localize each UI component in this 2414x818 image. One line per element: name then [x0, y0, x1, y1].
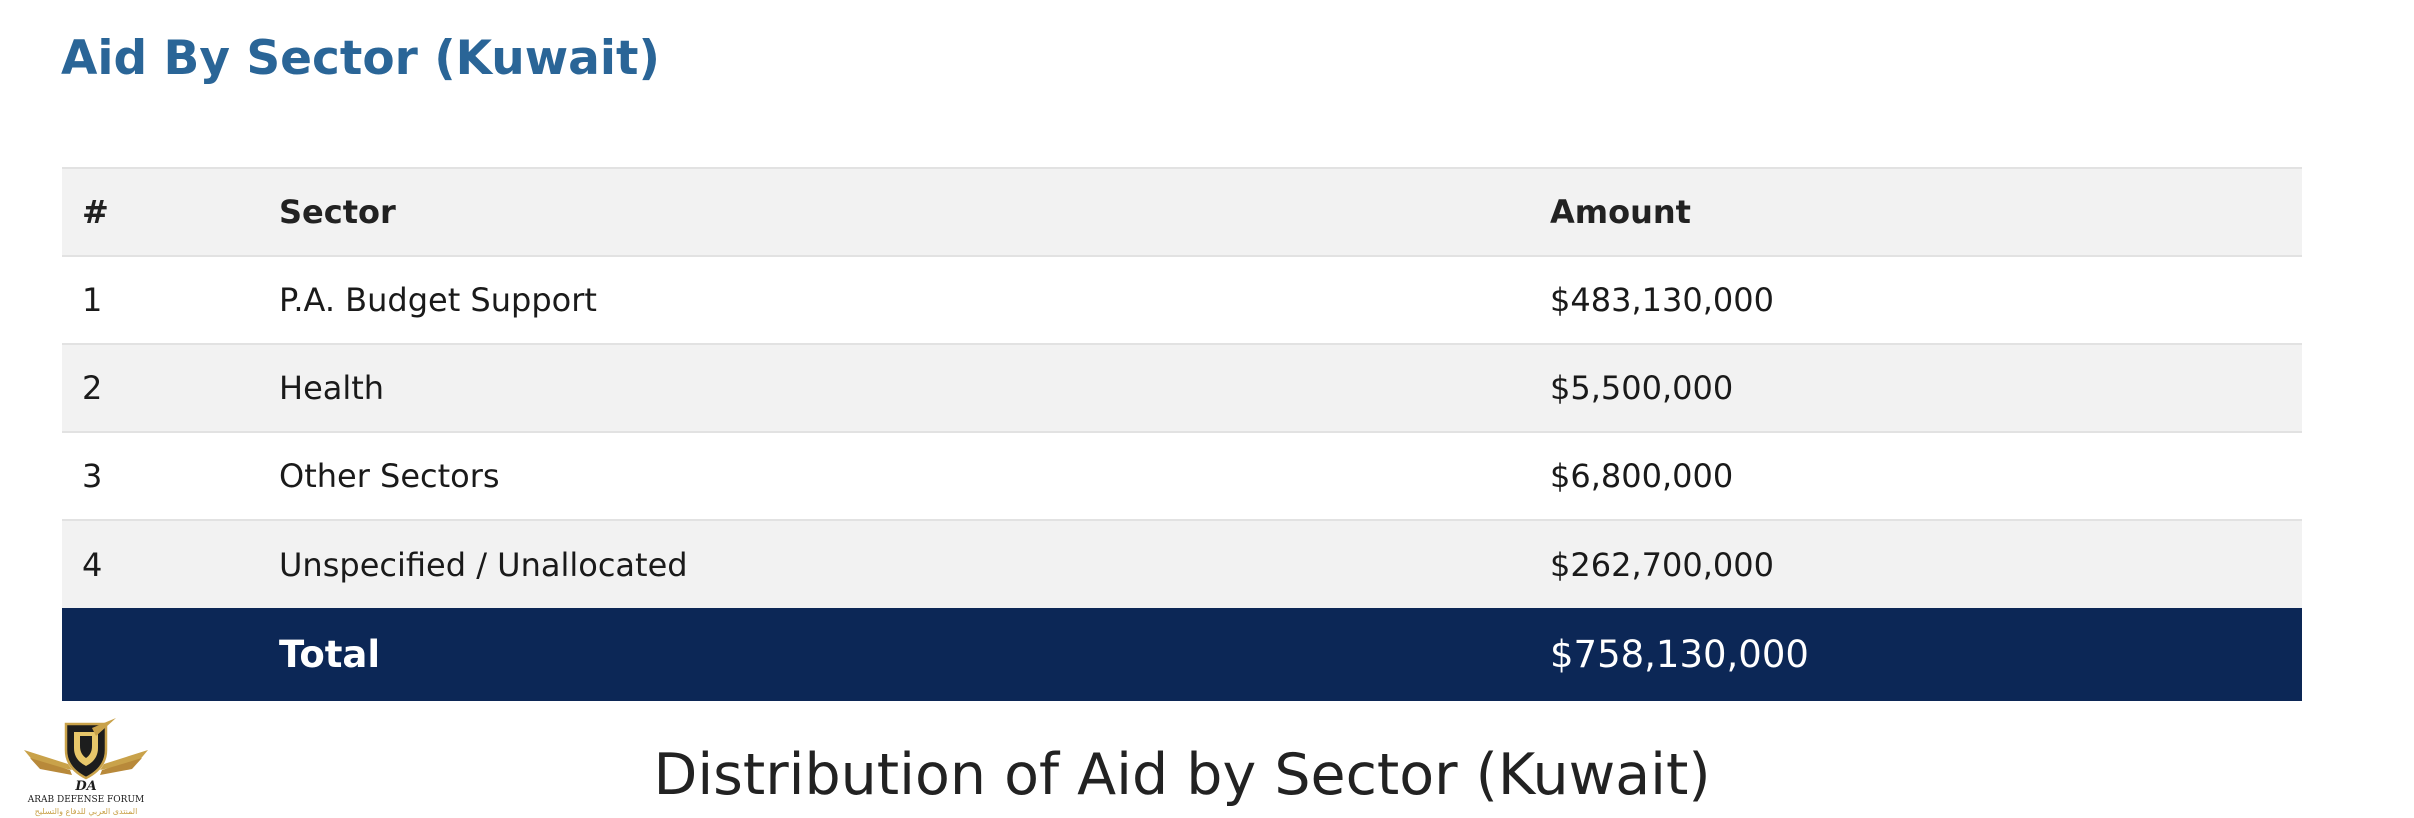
total-row: Total $758,130,000	[62, 608, 2302, 701]
row-amount: $483,130,000	[1550, 281, 1774, 319]
chart-section-title: Distribution of Aid by Sector (Kuwait)	[653, 742, 1711, 808]
column-header-sector: Sector	[279, 193, 396, 231]
wings-icon	[24, 750, 148, 775]
row-sector: Other Sectors	[279, 457, 500, 495]
logo-name-english: ARAB DEFENSE FORUM	[27, 795, 145, 805]
row-amount: $262,700,000	[1550, 545, 1774, 584]
row-sector: Health	[279, 369, 385, 407]
arab-defense-forum-logo: DA ARAB DEFENSE FORUM المنتدى العربي للد…	[24, 718, 148, 816]
total-amount: $758,130,000	[1550, 633, 1809, 676]
row-number: 3	[82, 457, 103, 495]
total-number-cell	[62, 608, 259, 701]
total-label: Total	[279, 633, 381, 676]
row-sector: Unspecified / Unallocated	[279, 545, 688, 584]
row-amount: $6,800,000	[1550, 457, 1734, 495]
row-number: 2	[82, 369, 103, 407]
table-row: 4 Unspecified / Unallocated $262,700,000	[62, 520, 2302, 608]
row-number: 4	[82, 545, 103, 584]
column-header-number: #	[82, 193, 109, 231]
column-header-amount: Amount	[1550, 193, 1691, 231]
table-row: 1 P.A. Budget Support $483,130,000	[62, 256, 2302, 344]
shield-icon	[64, 718, 116, 780]
logo-monogram: DA	[74, 779, 96, 794]
table-header-row: # Sector Amount	[62, 168, 2302, 256]
table-row: 3 Other Sectors $6,800,000	[62, 432, 2302, 520]
row-sector: P.A. Budget Support	[279, 281, 597, 319]
row-amount: $5,500,000	[1550, 369, 1734, 407]
row-number: 1	[82, 281, 103, 319]
aid-by-sector-table: # Sector Amount 1 P.A. Budget Support $4…	[62, 167, 2302, 701]
page-title: Aid By Sector (Kuwait)	[61, 31, 660, 86]
logo-name-arabic: المنتدى العربي للدفاع والتسليح	[35, 807, 138, 816]
table-row: 2 Health $5,500,000	[62, 344, 2302, 432]
